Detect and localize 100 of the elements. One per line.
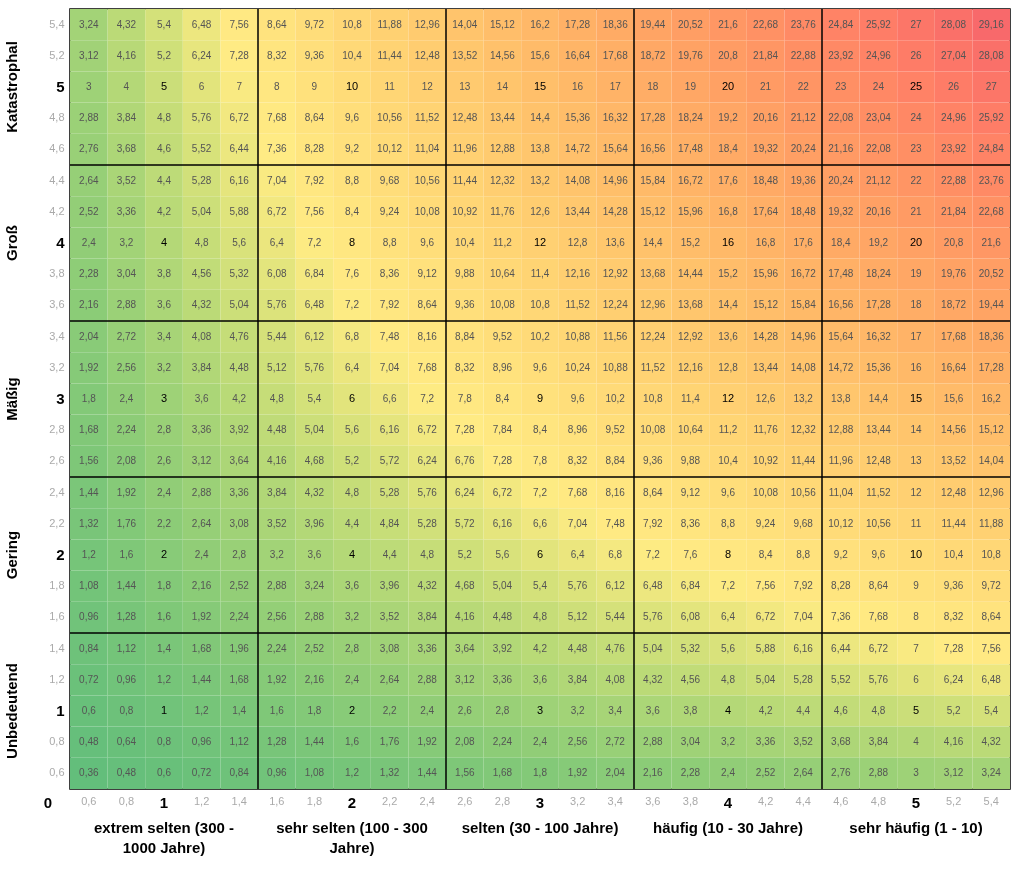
text: Groß	[3, 225, 20, 261]
data-label: 6,08	[680, 611, 701, 623]
data-label: 3,64	[455, 642, 475, 654]
data-label: 16	[910, 361, 922, 373]
data-label: 20,52	[978, 268, 1005, 280]
data-label: 3,84	[191, 361, 212, 373]
data-label: 3,84	[567, 673, 588, 685]
data-label: 9,2	[345, 143, 360, 155]
data-label: 7,92	[643, 517, 663, 529]
data-label: 5,88	[229, 205, 250, 217]
data-label: 20	[721, 80, 735, 92]
data-label: 2,56	[567, 736, 588, 748]
data-label: 0,8	[157, 736, 172, 748]
data-label: 21,12	[865, 174, 892, 186]
data-label: 5,72	[455, 517, 475, 529]
data-label: 1,68	[79, 424, 99, 436]
y-tick-label: 3,4	[49, 329, 65, 342]
x-tick-label: 1,4	[231, 794, 247, 807]
data-label: 12,48	[414, 49, 441, 61]
data-label: 3,36	[417, 642, 438, 654]
data-label: 6,16	[229, 174, 250, 186]
data-label: 6,84	[304, 268, 325, 280]
data-label: 9,88	[455, 268, 475, 280]
data-label: 22,08	[828, 112, 854, 124]
data-label: 20	[909, 236, 923, 248]
data-label: 1,8	[533, 767, 548, 779]
data-label: 22,68	[978, 205, 1005, 217]
data-label: 1,68	[492, 767, 513, 779]
data-label: 11,44	[791, 455, 816, 467]
data-label: 3,2	[570, 705, 585, 716]
data-label: 12,96	[414, 18, 441, 30]
data-label: 6,24	[455, 486, 475, 498]
data-label: 9,6	[533, 361, 548, 373]
data-label: 1,32	[379, 767, 400, 779]
data-label: 5,44	[267, 330, 287, 342]
data-label: 18,24	[677, 112, 704, 124]
data-label: 11,44	[941, 517, 967, 529]
data-label: 5,52	[831, 673, 851, 685]
data-label: 4,16	[267, 455, 287, 467]
data-label: 19,76	[941, 268, 967, 280]
data-label: 2,64	[379, 673, 400, 685]
data-label: 2,24	[229, 611, 250, 623]
text: Unbedeutend	[3, 663, 20, 759]
data-label: 12	[721, 392, 735, 404]
data-label: 7,8	[533, 455, 548, 467]
data-label: 7,68	[868, 611, 889, 623]
y-tick-label: 5,4	[49, 17, 65, 30]
data-label: 13	[459, 81, 471, 92]
data-label: 6,24	[191, 49, 212, 61]
data-label: 18,24	[865, 268, 892, 280]
x-tick-label: 0,6	[81, 794, 97, 807]
data-label: 20,24	[828, 174, 854, 186]
data-label: 7,92	[304, 174, 325, 186]
data-label: 16,72	[790, 268, 817, 280]
data-label: 5,2	[946, 705, 961, 716]
data-label: 3,96	[304, 517, 325, 529]
data-label: 17	[609, 81, 622, 92]
data-label: 1,44	[304, 736, 325, 748]
data-label: 4	[348, 548, 356, 560]
data-label: 19,44	[640, 18, 666, 30]
data-label: 7,2	[345, 299, 360, 311]
data-label: 5,6	[721, 642, 736, 654]
data-label: 18,36	[978, 330, 1005, 342]
data-label: 12,92	[602, 268, 629, 280]
data-label: 3,12	[943, 767, 964, 779]
data-label: 16,56	[828, 299, 854, 311]
data-label: 3,68	[831, 736, 851, 748]
data-label: 7,84	[492, 424, 513, 436]
data-label: 5,28	[793, 673, 814, 685]
data-label: 4,48	[229, 361, 250, 373]
data-label: 14,4	[530, 112, 551, 124]
data-label: 11,96	[452, 143, 478, 155]
data-label: 10,8	[643, 393, 663, 404]
data-label: 18,36	[602, 18, 629, 30]
data-label: 1,96	[229, 642, 250, 654]
data-label: 1,6	[345, 736, 360, 748]
data-label: 4,84	[379, 517, 400, 529]
data-label: 13,8	[831, 393, 851, 404]
data-label: 8,4	[495, 393, 510, 404]
data-label: 19,32	[753, 143, 779, 155]
data-label: 15,84	[790, 299, 817, 311]
data-label: 3,08	[229, 517, 250, 529]
data-label: 24,84	[828, 18, 854, 30]
y-tick-label: 5	[56, 78, 65, 95]
data-label: 3,36	[492, 673, 513, 685]
data-label: 21,6	[981, 237, 1002, 248]
data-label: 3,2	[269, 549, 285, 560]
data-label: 8,8	[345, 174, 360, 186]
data-label: 13,44	[753, 361, 779, 373]
data-label: 6,84	[680, 580, 701, 592]
x-tick-label: 1	[159, 793, 169, 811]
data-label: 19,2	[718, 112, 739, 124]
data-label: 17,28	[640, 112, 666, 124]
data-label: 0,48	[116, 767, 137, 779]
data-label: 4,56	[680, 673, 701, 685]
data-label: 9,6	[345, 112, 360, 124]
data-label: 13,68	[677, 299, 704, 311]
data-label: 2,2	[157, 517, 172, 529]
data-label: 9	[536, 392, 544, 404]
data-label: 3,92	[492, 642, 513, 654]
